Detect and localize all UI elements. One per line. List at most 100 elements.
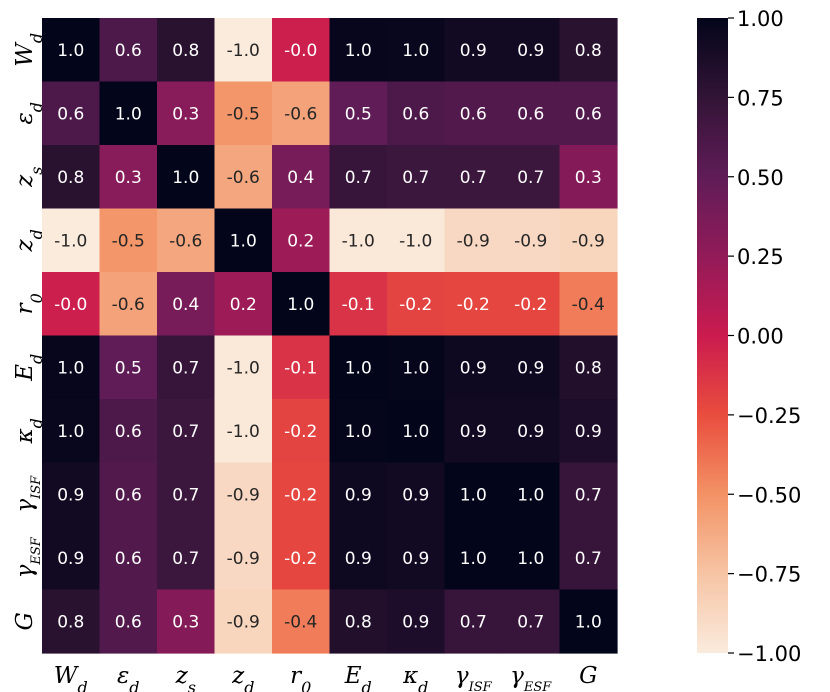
heatmap-cell (99, 18, 158, 83)
heatmap-cell (214, 335, 273, 400)
cell-value-label: -0.4 (284, 612, 317, 632)
cell-value-label: 1.0 (57, 422, 84, 442)
x-tick-label: Ed (344, 663, 372, 692)
cell-value-label: 1.0 (345, 358, 372, 378)
cell-value-label: 0.7 (517, 168, 544, 188)
heatmap-cell (157, 462, 216, 527)
heatmap-cell (329, 399, 388, 464)
y-tick-label: G (12, 612, 38, 630)
cell-value-label: 0.6 (115, 612, 142, 632)
heatmap-cell (559, 589, 618, 654)
colorbar-tick-label: 1.00 (737, 7, 784, 31)
heatmap-cell (444, 589, 503, 654)
heatmap-cell (214, 399, 273, 464)
heatmap-cell (329, 81, 388, 146)
x-tick-label: G (579, 663, 597, 689)
cell-value-label: 0.7 (402, 168, 429, 188)
cell-value-label: -0.9 (227, 549, 260, 569)
cell-value-label: 0.6 (115, 41, 142, 61)
heatmap-cell (42, 272, 101, 337)
cell-value-label: -0.6 (284, 104, 317, 124)
heatmap-cell (559, 81, 618, 146)
cell-value-label: -0.4 (572, 295, 605, 315)
heatmap-cell (329, 272, 388, 337)
heatmap-cell (157, 272, 216, 337)
heatmap-cell (502, 272, 561, 337)
heatmap-cell (444, 272, 503, 337)
y-tick-label: r0 (12, 293, 46, 314)
heatmap-cell (502, 589, 561, 654)
cell-value-label: 0.6 (57, 104, 84, 124)
heatmap-cell (99, 208, 158, 273)
heatmap-cell (387, 145, 446, 210)
heatmap-cell (214, 526, 273, 591)
colorbar-tick-label: 0.75 (737, 86, 784, 110)
cell-value-label: 0.3 (575, 168, 602, 188)
cell-value-label: 0.7 (172, 549, 199, 569)
heatmap-cell (157, 145, 216, 210)
heatmap-cell (99, 462, 158, 527)
cell-value-label: 0.6 (115, 549, 142, 569)
colorbar: 1.00 0.75 0.50 0.25 0.00 −0.25 −0.50 −0.75 −1.00 (697, 7, 801, 666)
cell-value-label: 0.8 (57, 168, 84, 188)
cell-value-label: 1.0 (402, 358, 429, 378)
cell-value-label: 0.7 (460, 168, 487, 188)
heatmap-cell (329, 208, 388, 273)
heatmap-cell (387, 81, 446, 146)
cell-value-label: 1.0 (402, 41, 429, 61)
heatmap-cell (99, 145, 158, 210)
heatmap-cell (99, 589, 158, 654)
heatmap-cell (502, 145, 561, 210)
heatmap-cell (329, 589, 388, 654)
cell-value-label: -0.2 (457, 295, 490, 315)
heatmap-cell (559, 18, 618, 83)
cell-value-label: 0.5 (345, 104, 372, 124)
cell-value-label: 0.6 (517, 104, 544, 124)
heatmap-cell (42, 18, 101, 83)
x-tick-label: κd (402, 663, 428, 692)
cell-value-label: 0.7 (172, 358, 199, 378)
heatmap-cell (42, 335, 101, 400)
cell-value-label: -0.5 (227, 104, 260, 124)
cell-value-label: 0.3 (172, 612, 199, 632)
heatmap-cell (444, 81, 503, 146)
x-tick-label: zs (175, 663, 196, 692)
x-axis-tick-labels: Wd εd zs zd r0 Ed κd γISF γESF G (54, 663, 598, 692)
cell-value-label: 0.5 (115, 358, 142, 378)
cell-value-label: 0.9 (345, 485, 372, 505)
cell-value-label: 0.7 (172, 485, 199, 505)
cell-value-label: 1.0 (345, 422, 372, 442)
cell-value-label: 0.9 (517, 358, 544, 378)
heatmap-cell (214, 272, 273, 337)
heatmap-cell (214, 81, 273, 146)
heatmap-cell (387, 589, 446, 654)
cell-value-label: 1.0 (517, 485, 544, 505)
y-tick-label: κd (12, 418, 46, 444)
heatmap-cell (99, 335, 158, 400)
x-tick-label: γESF (510, 663, 552, 692)
heatmap-cell (387, 335, 446, 400)
heatmap-cell (502, 399, 561, 464)
heatmap-cell (329, 526, 388, 591)
heatmap-cell (444, 208, 503, 273)
heatmap-cell (157, 81, 216, 146)
cell-value-label: -0.2 (284, 549, 317, 569)
y-tick-label: Ed (12, 354, 46, 382)
heatmap-cell (329, 18, 388, 83)
y-tick-label: εd (12, 102, 46, 125)
cell-value-label: 1.0 (57, 41, 84, 61)
cell-value-label: -1.0 (227, 358, 260, 378)
heatmap-cell (559, 208, 618, 273)
heatmap-cell (99, 526, 158, 591)
heatmap-cell (329, 145, 388, 210)
heatmap-cell (42, 399, 101, 464)
cell-value-label: 0.2 (287, 231, 314, 251)
heatmap-cell (272, 18, 331, 83)
heatmap-cell (387, 272, 446, 337)
cell-value-label: 0.9 (517, 41, 544, 61)
heatmap-cell (42, 462, 101, 527)
cell-value-label: -0.9 (572, 231, 605, 251)
cell-value-label: -0.1 (342, 295, 375, 315)
heatmap-cell (157, 208, 216, 273)
cell-value-label: -0.1 (284, 358, 317, 378)
